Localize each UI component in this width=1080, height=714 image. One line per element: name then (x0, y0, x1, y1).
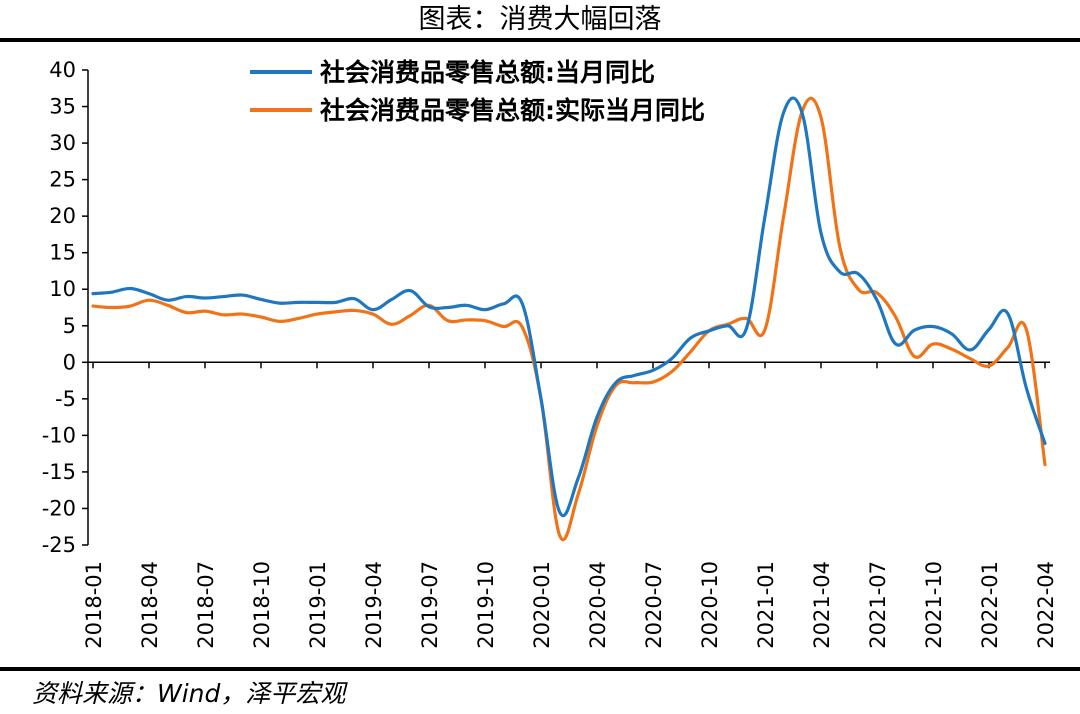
y-tick-label: 20 (49, 204, 76, 228)
x-tick-label: 2020-07 (642, 561, 666, 649)
x-tick-label: 2021-04 (810, 561, 834, 649)
y-tick-label: 25 (49, 168, 76, 192)
x-tick-label: 2018-04 (138, 561, 162, 649)
series-line-nominal (91, 96, 1047, 518)
legend-label: 社会消费品零售总额:实际当月同比 (320, 96, 705, 125)
y-tick-label: 15 (49, 241, 76, 265)
x-tick-label: 2020-01 (530, 561, 554, 649)
series-lines (91, 96, 1047, 542)
y-tick-label: 40 (49, 58, 76, 82)
y-tick-label: -5 (55, 387, 76, 411)
y-tick-label: 30 (49, 131, 76, 155)
x-tick-label: 2021-10 (922, 561, 946, 649)
x-tick-label: 2022-01 (978, 561, 1002, 649)
x-tick-label: 2021-07 (866, 561, 890, 649)
source-note: 资料来源：Wind，泽平宏观 (32, 679, 346, 708)
series-line-real (91, 96, 1047, 542)
x-tick-label: 2022-04 (1034, 561, 1058, 649)
chart-title: 图表：消费大幅回落 (418, 4, 662, 35)
x-tick-label: 2018-10 (250, 561, 274, 649)
x-tick-label: 2019-04 (362, 561, 386, 649)
y-tick-label: 35 (49, 95, 76, 119)
x-tick-label: 2019-10 (474, 561, 498, 649)
top-rule (0, 38, 1080, 42)
x-tick-label: 2019-01 (306, 561, 330, 649)
y-tick-label: -10 (42, 423, 76, 447)
y-tick-label: 10 (49, 277, 76, 301)
y-tick-label: 5 (63, 314, 76, 338)
legend-label: 社会消费品零售总额:当月同比 (320, 58, 655, 87)
bottom-rule (0, 667, 1080, 671)
x-tick-label: 2021-01 (754, 561, 778, 649)
y-tick-label: -25 (42, 533, 76, 557)
y-tick-label: -15 (42, 460, 76, 484)
x-tick-label: 2018-07 (194, 561, 218, 649)
x-tick-label: 2018-01 (82, 561, 106, 649)
x-tick-label: 2020-04 (586, 561, 610, 649)
y-tick-label: -20 (42, 496, 76, 520)
x-tick-label: 2020-10 (698, 561, 722, 649)
x-tick-label: 2019-07 (418, 561, 442, 649)
y-tick-label: 0 (63, 350, 76, 374)
